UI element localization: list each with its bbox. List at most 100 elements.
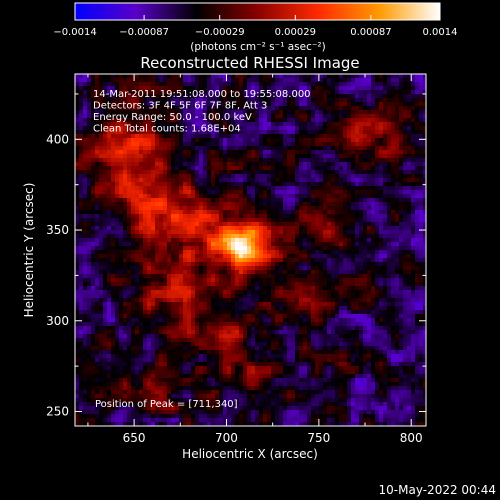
heatmap-cell	[287, 118, 292, 123]
heatmap-cell	[131, 238, 136, 243]
heatmap-cell	[351, 150, 356, 155]
heatmap-cell	[127, 206, 132, 211]
heatmap-cell	[239, 78, 244, 83]
heatmap-cell	[295, 90, 300, 95]
heatmap-cell	[315, 222, 320, 227]
heatmap-cell	[207, 278, 212, 283]
heatmap-cell	[159, 202, 164, 207]
heatmap-cell	[371, 150, 376, 155]
heatmap-cell	[283, 214, 288, 219]
heatmap-cell	[143, 202, 148, 207]
heatmap-cell	[143, 226, 148, 231]
heatmap-cell	[339, 110, 344, 115]
heatmap-cell	[123, 298, 128, 303]
heatmap-cell	[135, 82, 140, 87]
heatmap-cell	[399, 154, 404, 159]
heatmap-cell	[411, 138, 416, 143]
heatmap-cell	[407, 234, 412, 239]
heatmap-cell	[147, 118, 152, 123]
heatmap-cell	[287, 174, 292, 179]
heatmap-cell	[319, 134, 324, 139]
heatmap-cell	[287, 290, 292, 295]
heatmap-cell	[371, 266, 376, 271]
heatmap-cell	[271, 250, 276, 255]
heatmap-cell	[291, 110, 296, 115]
heatmap-cell	[295, 230, 300, 235]
heatmap-cell	[99, 162, 104, 167]
heatmap-cell	[367, 222, 372, 227]
heatmap-cell	[199, 178, 204, 183]
heatmap-cell	[243, 298, 248, 303]
heatmap-cell	[335, 242, 340, 247]
heatmap-cell	[87, 134, 92, 139]
heatmap-cell	[115, 266, 120, 271]
heatmap-cell	[259, 122, 264, 127]
heatmap-cell	[371, 190, 376, 195]
heatmap-cell	[159, 266, 164, 271]
heatmap-cell	[359, 246, 364, 251]
heatmap-cell	[271, 254, 276, 259]
heatmap-cell	[403, 238, 408, 243]
heatmap-cell	[163, 258, 168, 263]
heatmap-cell	[251, 114, 256, 119]
heatmap-cell	[403, 218, 408, 223]
heatmap-cell	[299, 198, 304, 203]
heatmap-cell	[411, 158, 416, 163]
heatmap-cell	[255, 122, 260, 127]
heatmap-cell	[363, 142, 368, 147]
heatmap-cell	[151, 170, 156, 175]
heatmap-cell	[147, 122, 152, 127]
heatmap-cell	[299, 226, 304, 231]
heatmap-cell	[335, 270, 340, 275]
heatmap-cell	[107, 142, 112, 147]
heatmap-cell	[155, 130, 160, 135]
heatmap-cell	[247, 282, 252, 287]
heatmap-cell	[243, 114, 248, 119]
heatmap-cell	[379, 98, 384, 103]
heatmap-cell	[267, 218, 272, 223]
heatmap-cell	[295, 194, 300, 199]
heatmap-cell	[227, 246, 232, 251]
heatmap-cell	[363, 82, 368, 87]
heatmap-cell	[415, 74, 420, 79]
heatmap-cell	[171, 198, 176, 203]
heatmap-cell	[195, 150, 200, 155]
heatmap-cell	[299, 222, 304, 227]
heatmap-cell	[283, 94, 288, 99]
heatmap-cell	[407, 174, 412, 179]
heatmap-cell	[99, 270, 104, 275]
heatmap-cell	[179, 226, 184, 231]
heatmap-cell	[319, 282, 324, 287]
heatmap-cell	[303, 90, 308, 95]
heatmap-cell	[263, 130, 268, 135]
heatmap-cell	[111, 138, 116, 143]
heatmap-cell	[255, 186, 260, 191]
heatmap-cell	[395, 226, 400, 231]
heatmap-cell	[191, 246, 196, 251]
heatmap-cell	[155, 234, 160, 239]
heatmap-cell	[151, 278, 156, 283]
heatmap-cell	[415, 118, 420, 123]
heatmap-cell	[267, 198, 272, 203]
heatmap-cell	[203, 282, 208, 287]
heatmap-cell	[299, 114, 304, 119]
heatmap-cell	[199, 182, 204, 187]
heatmap-cell	[339, 294, 344, 299]
heatmap-cell	[175, 274, 180, 279]
heatmap-cell	[319, 266, 324, 271]
heatmap-cell	[215, 258, 220, 263]
heatmap-cell	[123, 158, 128, 163]
heatmap-cell	[251, 194, 256, 199]
heatmap-cell	[367, 98, 372, 103]
heatmap-cell	[175, 258, 180, 263]
heatmap-cell	[211, 146, 216, 151]
heatmap-cell	[319, 258, 324, 263]
heatmap-cell	[247, 190, 252, 195]
heatmap-cell	[331, 158, 336, 163]
heatmap-cell	[279, 218, 284, 223]
heatmap-cell	[359, 110, 364, 115]
heatmap-cell	[255, 234, 260, 239]
heatmap-cell	[331, 146, 336, 151]
heatmap-cell	[75, 182, 80, 187]
heatmap-cell	[319, 142, 324, 147]
